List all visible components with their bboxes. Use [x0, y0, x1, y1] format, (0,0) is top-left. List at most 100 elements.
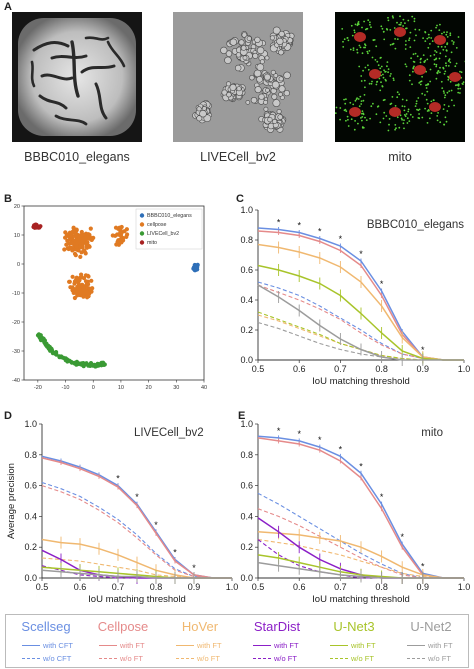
legend-entry-hover-without: w/o FT — [176, 652, 220, 664]
mito-signal — [413, 39, 416, 42]
mito-signal — [358, 105, 361, 108]
mito-signal — [421, 92, 424, 95]
tsne-point — [71, 225, 76, 230]
mito-signal — [376, 105, 379, 108]
mito-signal — [400, 117, 403, 120]
mito-signal — [427, 83, 430, 86]
y-tick-label: -40 — [12, 378, 20, 384]
bbbc010-elegans-image — [12, 12, 142, 142]
mito-signal — [445, 49, 448, 52]
mito-signal — [383, 98, 386, 101]
mito-signal — [427, 46, 430, 49]
worms-image-graphic — [12, 12, 142, 142]
x-tick-label: 0.7 — [334, 582, 347, 592]
cell-blob — [196, 106, 202, 112]
cell-blob — [250, 96, 258, 104]
mito-signal — [447, 65, 450, 67]
mito-signal — [405, 99, 408, 102]
y-tick-label: 0.4 — [24, 511, 37, 521]
cells-image-graphic — [173, 12, 303, 142]
mito-signal — [347, 118, 349, 121]
cell-blob — [271, 80, 280, 89]
cell-blob — [221, 89, 228, 96]
x-tick-label: 0.9 — [417, 582, 430, 592]
mito-signal — [385, 115, 388, 117]
cell-blob — [265, 87, 270, 93]
mito-signal — [343, 98, 345, 101]
series-line-hover-without-ft — [257, 538, 464, 579]
significance-star: * — [359, 461, 363, 471]
x-tick-label: 0.7 — [112, 582, 125, 592]
tsne-point — [38, 333, 43, 338]
mito-signal — [428, 36, 430, 39]
y-tick-label: 0.4 — [240, 511, 253, 521]
mito-signal — [379, 57, 382, 59]
mito-signal — [450, 99, 453, 102]
mito-signal — [405, 113, 408, 115]
cell-blob — [246, 35, 252, 41]
ap-chart-bbbc010: 0.5 0.6 0.7 0.8 0.9 1.0 0.0 0.2 0.4 0.6 0.8 1.0 IoU … — [240, 205, 471, 387]
tsne-point — [90, 286, 95, 291]
mito-signal — [429, 68, 432, 71]
mito-signal — [408, 37, 411, 40]
mito-signal — [379, 67, 382, 70]
x-tick-label: -10 — [62, 385, 70, 391]
mito-signal — [428, 109, 430, 112]
x-tick-label: 1.0 — [458, 364, 471, 374]
cell-blob — [256, 76, 263, 83]
tsne-point — [110, 233, 115, 238]
mito-signal — [404, 43, 407, 46]
mito-signal — [412, 53, 415, 56]
x-tick-label: 0.5 — [36, 582, 49, 592]
nucleus-signal — [394, 27, 406, 37]
mito-signal — [449, 80, 452, 83]
tsne-point — [116, 226, 121, 231]
mito-signal — [459, 70, 461, 73]
mito-signal — [405, 65, 408, 68]
nucleus-signal — [389, 107, 401, 117]
mito-signal — [443, 123, 446, 126]
mito-signal — [389, 44, 392, 46]
y-tick-label: 1.0 — [240, 419, 253, 429]
mito-signal — [364, 66, 367, 69]
mito-signal — [418, 117, 421, 120]
mito-signal — [415, 100, 418, 102]
cell-blob — [276, 37, 284, 46]
mito-signal — [386, 65, 388, 68]
mito-signal — [370, 26, 372, 29]
mito-signal — [383, 38, 386, 41]
mito-signal — [374, 59, 377, 61]
mito-signal — [442, 67, 445, 70]
mito-signal — [446, 91, 449, 94]
y-tick-label: 0.8 — [240, 450, 253, 460]
mito-signal — [389, 29, 392, 31]
mito-signal — [399, 23, 402, 26]
mito-signal — [419, 61, 422, 64]
mito-signal — [425, 84, 427, 87]
mito-signal — [416, 55, 419, 58]
mito-signal — [398, 93, 401, 96]
mito-signal — [404, 48, 407, 50]
cell-blob — [242, 55, 248, 61]
mito-signal — [442, 90, 445, 93]
mito-signal — [452, 41, 455, 43]
mito-signal — [343, 38, 346, 41]
mito-signal — [448, 90, 451, 92]
cell-blob — [277, 114, 283, 120]
mito-signal — [415, 34, 417, 37]
mito-signal — [404, 63, 407, 66]
legend-line-swatch — [99, 657, 117, 659]
mito-signal — [363, 79, 366, 82]
cell-blob — [203, 114, 212, 122]
x-tick-label: 0.8 — [375, 582, 388, 592]
tsne-point — [77, 283, 82, 288]
legend-method-hover: HoVer — [181, 619, 219, 634]
mito-signal — [412, 70, 414, 73]
mito-signal — [452, 43, 455, 45]
significance-star: * — [400, 532, 404, 542]
mito-signal — [386, 61, 389, 63]
mito-signal — [449, 34, 452, 37]
mito-signal — [457, 84, 460, 87]
mito-signal — [413, 20, 416, 23]
mito-signal — [409, 31, 412, 34]
